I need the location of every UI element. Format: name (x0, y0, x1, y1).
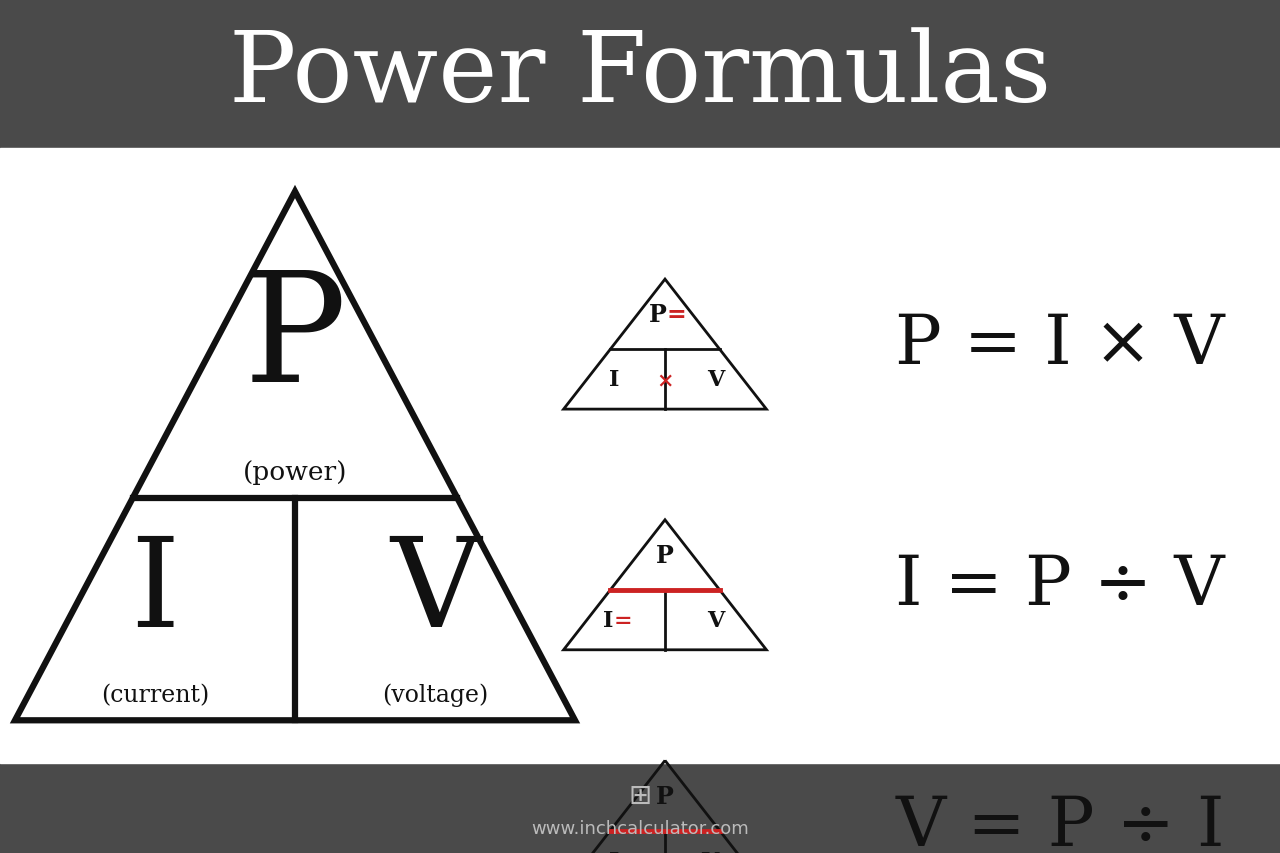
Text: I = P ÷ V: I = P ÷ V (895, 552, 1225, 618)
Text: P: P (649, 303, 667, 327)
Bar (0, 149, 1280, 763)
Text: P: P (657, 784, 675, 808)
Text: I: I (609, 368, 620, 391)
Text: V: V (701, 850, 718, 853)
Text: (voltage): (voltage) (381, 683, 488, 706)
Bar (0, 763, 1280, 853)
Text: (current): (current) (101, 683, 209, 706)
Text: =: = (666, 303, 686, 327)
Text: I: I (131, 531, 179, 653)
Text: V: V (707, 609, 724, 631)
Text: I: I (609, 850, 620, 853)
Bar (0, 0, 1280, 149)
Text: V: V (390, 531, 480, 653)
Text: =: = (614, 609, 632, 631)
Text: =: = (716, 850, 733, 853)
Text: (power): (power) (243, 460, 347, 485)
Text: ×: × (657, 370, 673, 390)
Text: I: I (603, 609, 613, 631)
Text: P = I × V: P = I × V (895, 311, 1225, 378)
Text: P: P (657, 543, 675, 567)
Text: V = P ÷ I: V = P ÷ I (895, 792, 1225, 853)
Text: www.inchcalculator.com: www.inchcalculator.com (531, 819, 749, 837)
Text: Power Formulas: Power Formulas (229, 26, 1051, 123)
Text: P: P (243, 265, 347, 414)
Text: V: V (707, 368, 724, 391)
Text: ⊞: ⊞ (628, 780, 652, 809)
